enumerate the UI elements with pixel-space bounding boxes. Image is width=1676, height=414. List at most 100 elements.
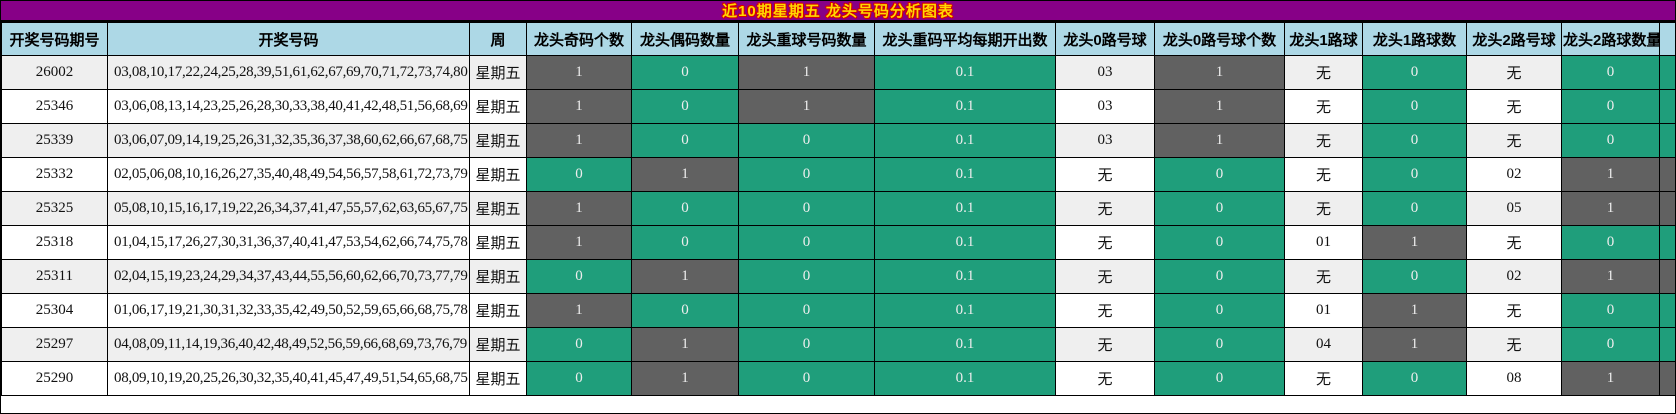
repeat-count-cell: 0 <box>738 293 875 328</box>
even-count-cell: 1 <box>631 259 739 294</box>
column-header-path2-count: 龙头2路球数量 <box>1561 22 1660 56</box>
repeat-count-cell: 0 <box>738 191 875 226</box>
path1-count-cell: 0 <box>1362 361 1467 396</box>
path1-ball-cell: 无 <box>1284 361 1363 396</box>
week-cell: 星期五 <box>469 225 527 260</box>
path1-count-cell: 0 <box>1362 89 1467 124</box>
path0-count-cell: 0 <box>1154 191 1285 226</box>
path2-count-cell: 0 <box>1561 55 1660 90</box>
repeat-count-cell: 1 <box>738 89 875 124</box>
period-cell: 25290 <box>1 361 108 396</box>
even-count-cell: 0 <box>631 191 739 226</box>
cutoff-cell <box>1659 157 1675 192</box>
column-header-path1-ball: 龙头1路球 <box>1284 22 1363 56</box>
odd-count-cell: 0 <box>526 327 632 362</box>
path0-ball-cell: 无 <box>1055 293 1155 328</box>
cutoff-cell <box>1659 293 1675 328</box>
path1-ball-cell: 01 <box>1284 225 1363 260</box>
path2-ball-cell: 02 <box>1466 259 1562 294</box>
cutoff-column-header <box>1659 22 1675 56</box>
odd-count-cell: 0 <box>526 259 632 294</box>
table-row: 25304 01,06,17,19,21,30,31,32,33,35,42,4… <box>1 293 1675 328</box>
week-cell: 星期五 <box>469 191 527 226</box>
column-header-repeat-count: 龙头重球号码数量 <box>738 22 875 56</box>
path2-count-cell: 1 <box>1561 361 1660 396</box>
column-header-week: 周 <box>469 22 527 56</box>
numbers-cell: 08,09,10,19,20,25,26,30,32,35,40,41,45,4… <box>107 361 470 396</box>
header-row: 开奖号码期号 开奖号码 周 龙头奇码个数 龙头偶码数量 龙头重球号码数量 龙头重… <box>1 22 1675 56</box>
path2-ball-cell: 无 <box>1466 327 1562 362</box>
path2-count-cell: 0 <box>1561 327 1660 362</box>
column-header-path2-ball: 龙头2路号球 <box>1466 22 1562 56</box>
even-count-cell: 0 <box>631 225 739 260</box>
table-row: 25325 05,08,10,15,16,17,19,22,26,34,37,4… <box>1 191 1675 226</box>
path2-ball-cell: 02 <box>1466 157 1562 192</box>
odd-count-cell: 0 <box>526 361 632 396</box>
repeat-avg-cell: 0.1 <box>874 259 1056 294</box>
path0-ball-cell: 无 <box>1055 259 1155 294</box>
path0-ball-cell: 无 <box>1055 327 1155 362</box>
repeat-count-cell: 0 <box>738 123 875 158</box>
even-count-cell: 0 <box>631 123 739 158</box>
path1-ball-cell: 无 <box>1284 123 1363 158</box>
odd-count-cell: 1 <box>526 225 632 260</box>
table-row: 25339 03,06,07,09,14,19,25,26,31,32,35,3… <box>1 123 1675 158</box>
odd-count-cell: 1 <box>526 123 632 158</box>
page-title: 近10期星期五 龙头号码分析图表 <box>722 3 954 20</box>
period-cell: 25304 <box>1 293 108 328</box>
numbers-cell: 01,06,17,19,21,30,31,32,33,35,42,49,50,5… <box>107 293 470 328</box>
path0-ball-cell: 无 <box>1055 225 1155 260</box>
table-row: 25346 03,06,08,13,14,23,25,26,28,30,33,3… <box>1 89 1675 124</box>
odd-count-cell: 1 <box>526 293 632 328</box>
path2-ball-cell: 无 <box>1466 225 1562 260</box>
even-count-cell: 0 <box>631 293 739 328</box>
path1-ball-cell: 04 <box>1284 327 1363 362</box>
path2-ball-cell: 无 <box>1466 89 1562 124</box>
cutoff-cell <box>1659 225 1675 260</box>
column-header-period: 开奖号码期号 <box>1 22 108 56</box>
path0-ball-cell: 无 <box>1055 361 1155 396</box>
week-cell: 星期五 <box>469 327 527 362</box>
period-cell: 25325 <box>1 191 108 226</box>
repeat-avg-cell: 0.1 <box>874 361 1056 396</box>
path0-count-cell: 0 <box>1154 293 1285 328</box>
numbers-cell: 03,06,08,13,14,23,25,26,28,30,33,38,40,4… <box>107 89 470 124</box>
path0-count-cell: 1 <box>1154 123 1285 158</box>
path2-count-cell: 1 <box>1561 191 1660 226</box>
path2-count-cell: 0 <box>1561 123 1660 158</box>
table-row: 25297 04,08,09,11,14,19,36,40,42,48,49,5… <box>1 327 1675 362</box>
repeat-count-cell: 0 <box>738 259 875 294</box>
path0-count-cell: 0 <box>1154 327 1285 362</box>
path2-count-cell: 0 <box>1561 225 1660 260</box>
repeat-avg-cell: 0.1 <box>874 157 1056 192</box>
period-cell: 25311 <box>1 259 108 294</box>
period-cell: 25297 <box>1 327 108 362</box>
path2-count-cell: 1 <box>1561 157 1660 192</box>
path0-count-cell: 0 <box>1154 361 1285 396</box>
repeat-count-cell: 0 <box>738 225 875 260</box>
repeat-avg-cell: 0.1 <box>874 123 1056 158</box>
path0-ball-cell: 无 <box>1055 191 1155 226</box>
repeat-avg-cell: 0.1 <box>874 225 1056 260</box>
path2-ball-cell: 08 <box>1466 361 1562 396</box>
repeat-count-cell: 0 <box>738 157 875 192</box>
title-bar: 近10期星期五 龙头号码分析图表 <box>1 1 1675 22</box>
table-row: 25318 01,04,15,17,26,27,30,31,36,37,40,4… <box>1 225 1675 260</box>
path0-ball-cell: 03 <box>1055 123 1155 158</box>
path2-ball-cell: 无 <box>1466 123 1562 158</box>
odd-count-cell: 0 <box>526 157 632 192</box>
path1-ball-cell: 无 <box>1284 191 1363 226</box>
period-cell: 25318 <box>1 225 108 260</box>
table-row: 25290 08,09,10,19,20,25,26,30,32,35,40,4… <box>1 361 1675 396</box>
path1-ball-cell: 无 <box>1284 157 1363 192</box>
column-header-even-count: 龙头偶码数量 <box>631 22 739 56</box>
repeat-count-cell: 1 <box>738 55 875 90</box>
numbers-cell: 02,05,06,08,10,16,26,27,35,40,48,49,54,5… <box>107 157 470 192</box>
repeat-count-cell: 0 <box>738 361 875 396</box>
path0-count-cell: 1 <box>1154 89 1285 124</box>
repeat-avg-cell: 0.1 <box>874 191 1056 226</box>
path1-count-cell: 0 <box>1362 157 1467 192</box>
week-cell: 星期五 <box>469 55 527 90</box>
path0-count-cell: 0 <box>1154 259 1285 294</box>
